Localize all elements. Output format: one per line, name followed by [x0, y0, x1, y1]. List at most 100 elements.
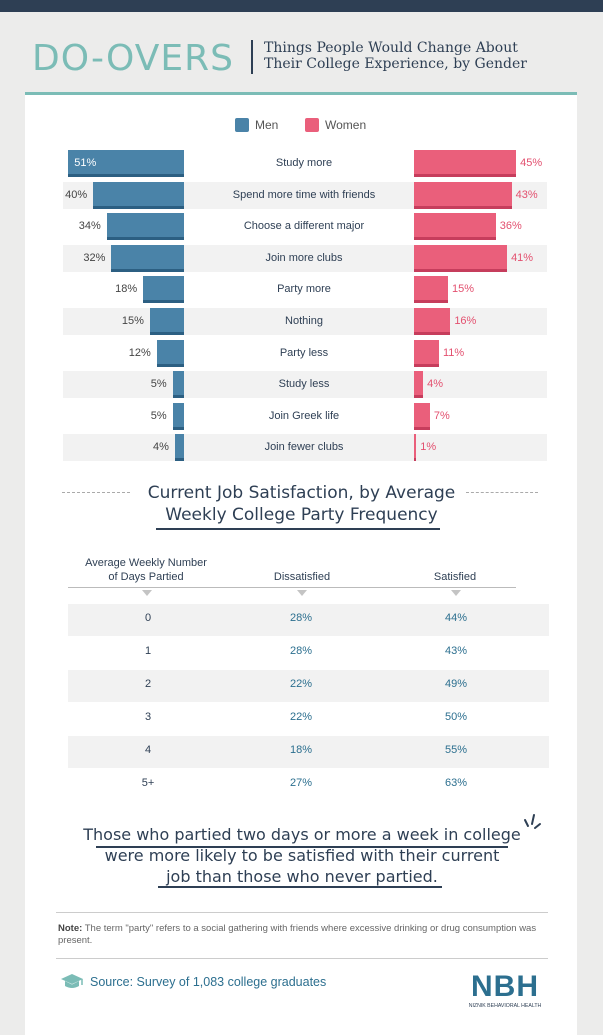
bar-label-women: 41% — [511, 252, 534, 264]
bar-women — [414, 182, 512, 209]
bar-label-men: 5% — [150, 410, 167, 422]
table-title-underline — [156, 528, 440, 530]
bar-women — [414, 245, 508, 272]
bar-women — [414, 276, 449, 303]
bar-men — [68, 150, 184, 177]
source-text: Source: Survey of 1,083 college graduate… — [90, 975, 327, 989]
source-divider — [56, 958, 548, 959]
table-row: 5+ 27% 63% — [68, 769, 549, 801]
bar-label-men: 15% — [121, 315, 144, 327]
legend-swatch-women — [305, 118, 319, 132]
cell-dissatisfied: 18% — [289, 744, 313, 756]
bar-label-women: 36% — [499, 220, 522, 232]
category-label: Spend more time with friends — [232, 189, 376, 201]
category-label: Join Greek life — [268, 410, 340, 422]
footnote-label: Note: — [58, 923, 83, 934]
key-finding: Those who partied two days or more a wee… — [62, 824, 542, 887]
bar-label-men: 12% — [128, 347, 151, 359]
category-label: Join more clubs — [265, 252, 343, 264]
emphasis-icon — [524, 814, 541, 829]
footnote-text: The term "party" refers to a social gath… — [58, 923, 537, 946]
logo-mark: NBH — [471, 970, 539, 1003]
legend-label-men: Men — [255, 118, 279, 132]
cell-days: 0 — [144, 612, 152, 624]
top-bar — [0, 0, 603, 12]
bar-women — [414, 371, 424, 398]
cell-dissatisfied: 28% — [289, 612, 313, 624]
bar-label-women: 16% — [454, 315, 477, 327]
bar-women — [414, 308, 451, 335]
category-label: Study less — [278, 378, 330, 390]
legend-swatch-men — [235, 118, 249, 132]
legend-label-women: Women — [325, 118, 367, 132]
cell-satisfied: 49% — [444, 678, 468, 690]
cell-days: 4 — [144, 744, 152, 756]
category-label: Nothing — [285, 315, 323, 327]
row-band — [63, 371, 547, 398]
table-title: Current Job Satisfaction, by Average Wee… — [100, 482, 503, 526]
footnote: Note: The term "party" refers to a socia… — [58, 923, 548, 947]
cell-dissatisfied: 22% — [289, 711, 313, 723]
cell-satisfied: 43% — [444, 645, 468, 657]
bar-label-men: 40% — [65, 189, 88, 201]
cell-days: 5+ — [141, 777, 155, 789]
bar-men — [143, 276, 184, 303]
bar-men — [149, 308, 184, 335]
key-finding-underline — [96, 846, 508, 848]
bar-label-women: 45% — [520, 157, 543, 169]
page-subtitle: Things People Would Change About Their C… — [264, 40, 527, 72]
bar-label-women: 43% — [515, 189, 538, 201]
table-header-rule — [68, 587, 516, 588]
category-label: Choose a different major — [243, 220, 365, 232]
cell-days: 2 — [144, 678, 152, 690]
cell-dissatisfied: 27% — [289, 777, 313, 789]
bar-label-women: 7% — [433, 410, 450, 422]
bar-label-women: 1% — [420, 441, 437, 453]
cell-dissatisfied: 28% — [289, 645, 313, 657]
bar-label-women: 11% — [442, 347, 465, 359]
bar-label-men: 34% — [78, 220, 101, 232]
bar-women — [414, 403, 430, 430]
table-header-days: Average Weekly Number of Days Partied — [66, 556, 226, 584]
table-header-marker-icon — [142, 590, 152, 596]
cell-days: 3 — [144, 711, 152, 723]
row-band — [63, 434, 547, 461]
bar-label-women: 15% — [452, 283, 475, 295]
bar-label-women: 4% — [427, 378, 443, 390]
bar-label-men: 51% — [74, 157, 97, 169]
key-finding-underline — [158, 886, 442, 888]
table-header-days-line2: of Days Partied — [108, 571, 184, 583]
key-finding-line3: job than those who never partied. — [166, 867, 438, 886]
bar-label-men: 5% — [150, 378, 167, 390]
bar-women — [414, 434, 417, 461]
table-row: 2 22% 49% — [68, 670, 549, 702]
table-header-days-line1: Average Weekly Number — [85, 557, 207, 569]
nbh-logo: NBH NIZNIK BEHAVIORAL HEALTH — [469, 970, 542, 1009]
bar-men — [172, 371, 184, 398]
note-divider — [56, 912, 548, 913]
logo-name: NIZNIK BEHAVIORAL HEALTH — [469, 1003, 542, 1009]
legend-item-men: Men — [235, 118, 278, 132]
bar-women — [414, 340, 439, 367]
cell-satisfied: 50% — [444, 711, 468, 723]
category-label: Join fewer clubs — [264, 441, 344, 453]
section-divider-right — [466, 492, 538, 493]
cell-satisfied: 55% — [444, 744, 468, 756]
category-label: Study more — [275, 157, 333, 169]
graduation-cap-icon — [61, 974, 83, 988]
bar-men — [93, 182, 184, 209]
bar-women — [414, 213, 496, 240]
section-divider-left — [62, 492, 130, 493]
bar-men — [106, 213, 184, 240]
bar-label-men: 4% — [153, 441, 169, 453]
chart-legend: Men Women — [0, 118, 603, 134]
bar-women — [414, 150, 517, 177]
bar-men — [174, 434, 184, 461]
table-row: 3 22% 50% — [68, 703, 549, 735]
table-header-dissatisfied: Dissatisfied — [273, 571, 331, 583]
legend-item-women: Women — [305, 118, 366, 132]
bar-label-men: 32% — [83, 252, 106, 264]
category-label: Party more — [277, 283, 331, 295]
table-title-line1: Current Job Satisfaction, by Average — [147, 483, 456, 503]
table-header-satisfied: Satisfied — [433, 571, 477, 583]
